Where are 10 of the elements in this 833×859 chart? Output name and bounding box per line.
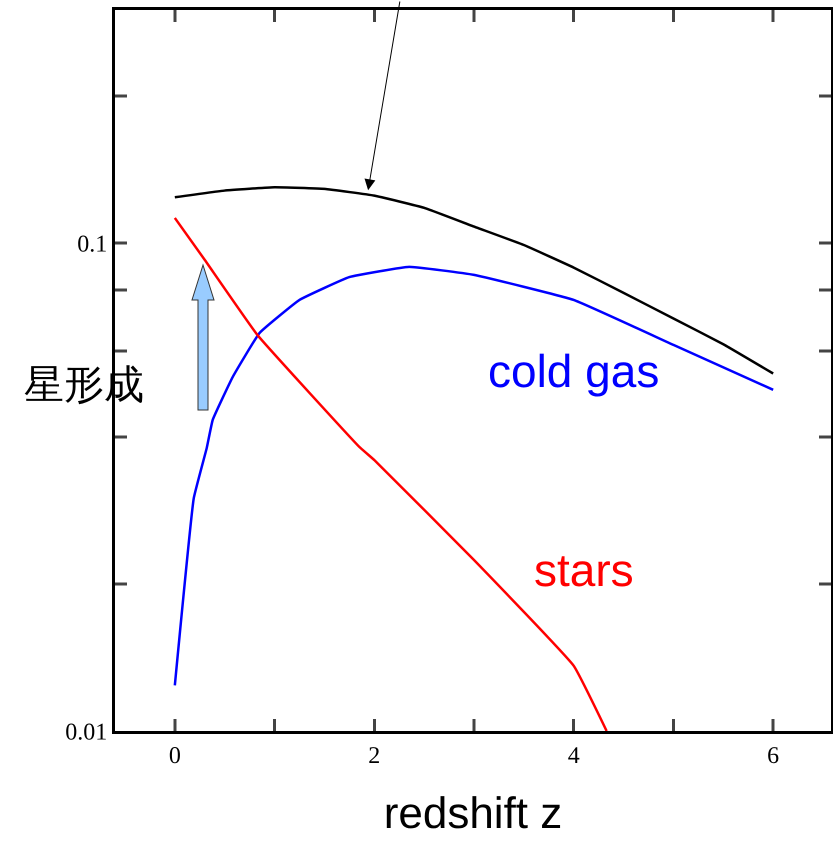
series-label: stars (534, 544, 634, 596)
x-tick-label: 6 (767, 742, 780, 769)
x-tick-label: 2 (368, 742, 380, 769)
line-series (174, 266, 774, 687)
x-tick-label: 4 (568, 742, 580, 769)
y-tick-label: 0.01 (65, 719, 108, 746)
x-tick-label: 0 (168, 742, 181, 769)
series-label: cold gas (488, 345, 660, 397)
x-axis-title: redshift z (384, 789, 562, 838)
y-tick-label: 0.1 (77, 231, 108, 258)
